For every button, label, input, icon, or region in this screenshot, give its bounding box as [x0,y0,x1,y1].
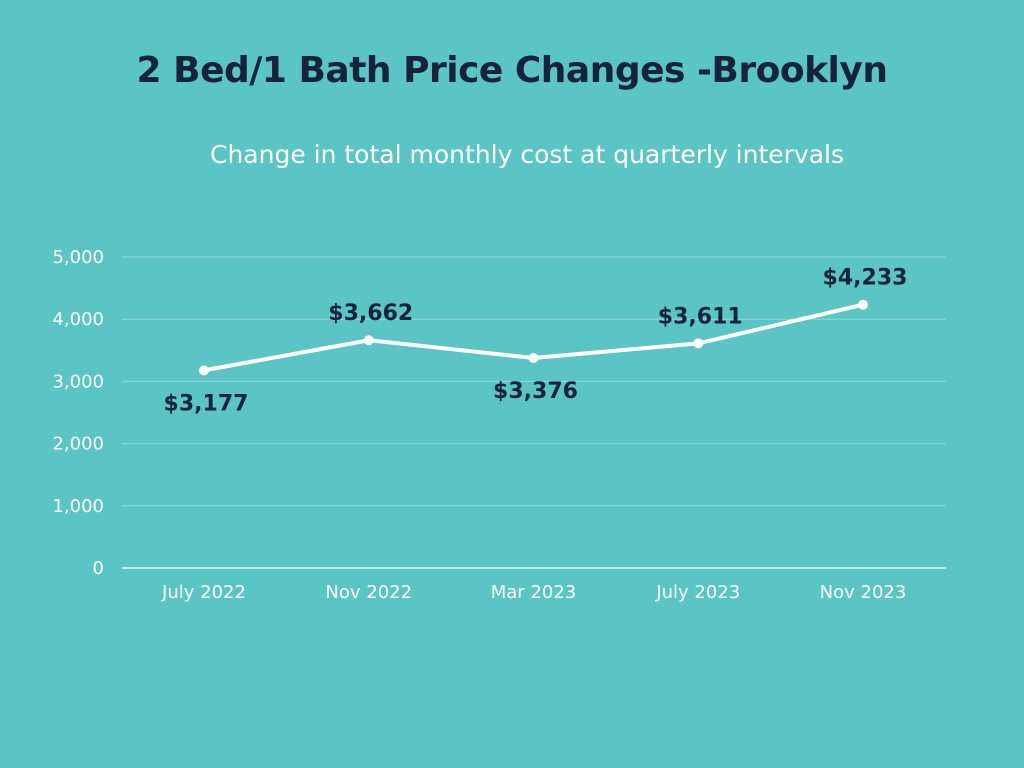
data-label: $3,611 [658,304,743,329]
data-label: $3,376 [493,379,578,404]
x-tick-label: Mar 2023 [491,582,577,603]
page-subtitle: Change in total monthly cost at quarterl… [209,140,845,169]
data-label: $4,233 [823,266,908,291]
y-tick-label: 0 [93,558,104,579]
data-point [693,338,704,349]
grid-lines [122,256,946,569]
y-tick-label: 5,000 [52,247,104,268]
y-tick-label: 1,000 [52,496,104,517]
y-tick-label: 4,000 [52,309,104,330]
x-tick-label: Nov 2022 [325,582,412,603]
data-point [858,299,868,310]
data-point [199,365,209,376]
data-point [363,335,374,346]
x-tick-label: July 2023 [655,582,740,603]
y-tick-label: 3,000 [52,371,104,392]
y-tick-label: 2,000 [52,434,104,455]
data-labels: $3,177 $3,662 $3,376 $3,611 $4,233 [164,266,908,417]
data-label: $3,662 [328,301,413,326]
y-axis-ticks: 0 1,000 2,000 3,000 4,000 5,000 [52,247,104,579]
data-label: $3,177 [164,391,249,416]
page-title: 2 Bed/1 Bath Price Changes -Brooklyn [136,50,888,91]
x-tick-label: Nov 2023 [820,582,907,603]
x-tick-label: July 2022 [161,582,246,603]
data-point [528,353,539,364]
series-layer [199,299,868,376]
x-axis-ticks: July 2022 Nov 2022 Mar 2023 July 2023 Nov 20… [161,582,906,603]
